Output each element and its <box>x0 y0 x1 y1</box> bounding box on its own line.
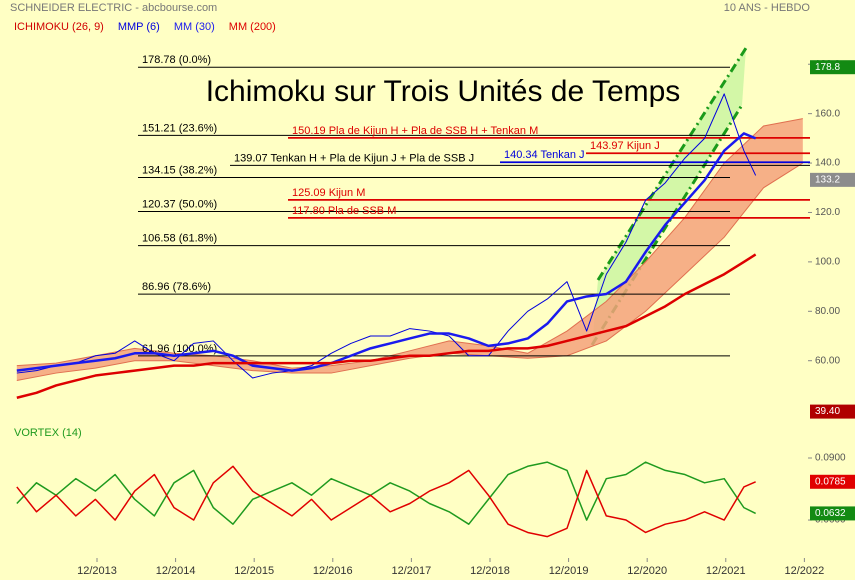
x-tick-label: 12/2020 <box>627 565 667 577</box>
source: SCHNEIDER ELECTRIC - abcbourse.com <box>10 2 217 14</box>
level-label: 125.09 Kijun M <box>292 187 365 199</box>
y-tick-label: 0.0900 <box>815 453 846 464</box>
value-badge <box>810 60 855 75</box>
legend-entry: MM (30) <box>174 21 215 33</box>
y-tick-label: 100.0 <box>815 257 840 268</box>
x-tick-label: 12/2014 <box>156 565 196 577</box>
level-label: 178.78 (0.0%) <box>142 54 211 66</box>
y-tick-label: 120.0 <box>815 207 840 218</box>
x-tick-label: 12/2015 <box>234 565 274 577</box>
level-label: 151.21 (23.6%) <box>142 122 217 134</box>
level-label: 134.15 (38.2%) <box>142 164 217 176</box>
level-label: 139.07 Tenkan H + Pla de Kijun J + Pla d… <box>234 152 474 164</box>
trend-channel <box>592 48 746 345</box>
panel-title: VORTEX (14) <box>14 427 82 439</box>
level-label: 140.34 Tenkan J <box>504 149 585 161</box>
y-tick-label: 160.0 <box>815 108 840 119</box>
chart-title: Ichimoku sur Trois Unités de Temps <box>206 75 681 108</box>
x-tick-label: 12/2021 <box>706 565 746 577</box>
level-label: 117.80 Pla de SSB M <box>292 205 396 217</box>
period: 10 ANS - HEBDO <box>724 2 811 14</box>
value-badge <box>810 404 855 419</box>
value-badge-label: 0.0785 <box>815 476 846 487</box>
value-badge <box>810 506 855 521</box>
y-tick-label: 60.00 <box>815 355 840 366</box>
x-tick-label: 12/2017 <box>392 565 432 577</box>
level-label: 86.96 (78.6%) <box>142 281 211 293</box>
cloud-lower <box>16 162 804 381</box>
value-badge <box>810 474 855 489</box>
level-label: 143.97 Kijun J <box>590 140 660 152</box>
x-tick-label: 12/2022 <box>784 565 824 577</box>
value-badge <box>810 172 855 187</box>
x-tick-label: 12/2016 <box>313 565 353 577</box>
level-label: 106.58 (61.8%) <box>142 233 217 245</box>
legend-entry: ICHIMOKU (26, 9) <box>14 21 104 33</box>
series-line <box>16 465 756 538</box>
y-tick-label: 140.0 <box>815 158 840 169</box>
x-tick-label: 12/2019 <box>549 565 589 577</box>
legend-entry: MMP (6) <box>118 21 160 33</box>
series-line <box>16 132 757 372</box>
x-tick-label: 12/2013 <box>77 565 117 577</box>
series-line <box>16 461 756 525</box>
value-badge-label: 39.40 <box>815 406 840 417</box>
value-badge-label: 0.0632 <box>815 508 846 519</box>
legend-entry: MM (200) <box>229 21 276 33</box>
price-panel: 60.0080.00100.0120.0140.0160.0180.0178.7… <box>16 54 855 419</box>
value-badge-label: 178.8 <box>815 62 840 73</box>
series-line <box>16 93 757 379</box>
cloud-upper <box>16 118 803 369</box>
channel-upper <box>596 47 748 281</box>
value-badge-label: 133.2 <box>815 174 840 185</box>
ichimoku-cloud <box>16 118 803 381</box>
level-label: 150.19 Pla de Kijun H + Pla de SSB H + T… <box>292 125 538 137</box>
y-tick-label: 80.00 <box>815 306 840 317</box>
series-line <box>16 253 757 399</box>
x-tick-label: 12/2018 <box>470 565 510 577</box>
channel-lower <box>590 104 744 346</box>
level-label: 120.37 (50.0%) <box>142 198 217 210</box>
